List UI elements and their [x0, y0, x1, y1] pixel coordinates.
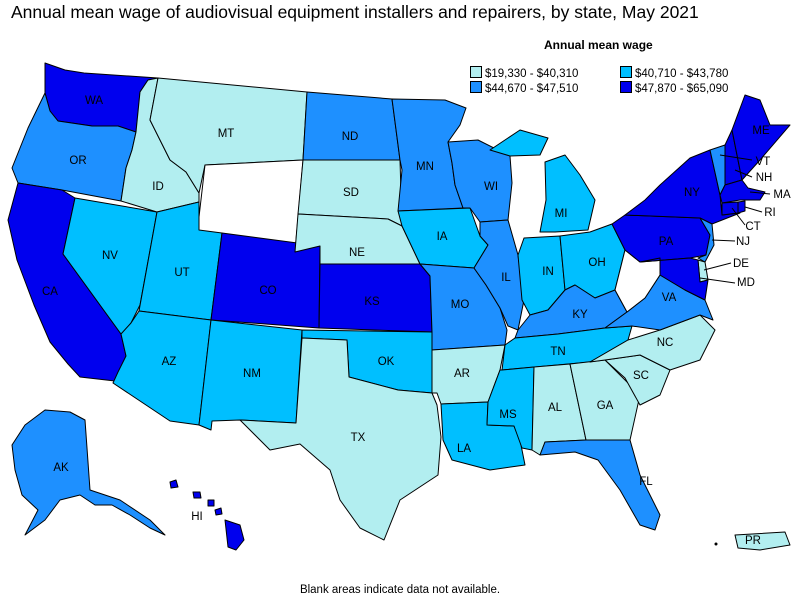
legend-label: $19,330 - $40,310	[485, 68, 579, 80]
label-ND: ND	[342, 131, 359, 143]
leader-NJ	[711, 239, 736, 242]
label-TN: TN	[550, 346, 565, 358]
state-TX[interactable]	[239, 337, 442, 541]
label-VT: VT	[756, 156, 771, 168]
legend-swatch	[470, 81, 482, 93]
label-IN: IN	[542, 266, 554, 278]
state-AK[interactable]	[11, 409, 166, 536]
state-MD[interactable]	[639, 257, 709, 301]
state-FL[interactable]	[539, 439, 661, 531]
state-MA[interactable]	[719, 179, 766, 204]
label-NH: NH	[756, 172, 773, 184]
legend-swatch	[620, 81, 632, 93]
legend-swatch	[470, 66, 482, 78]
state-ND[interactable]	[302, 91, 401, 161]
page-title: Annual mean wage of audiovisual equipmen…	[11, 2, 699, 22]
state-RI[interactable]	[737, 200, 746, 214]
label-KS: KS	[364, 296, 380, 308]
label-AZ: AZ	[162, 356, 177, 368]
state-IL[interactable]	[473, 219, 525, 331]
leader-MA	[749, 191, 771, 195]
legend-item-t1: $19,330 - $40,310	[470, 66, 578, 80]
label-LA: LA	[457, 443, 471, 455]
label-ME: ME	[752, 125, 770, 137]
state-MI[interactable]	[489, 129, 596, 233]
label-FL: FL	[639, 476, 653, 488]
label-MD: MD	[737, 277, 755, 289]
label-IL: IL	[501, 272, 511, 284]
legend-label: $47,870 - $65,090	[635, 83, 729, 95]
label-UT: UT	[174, 267, 189, 279]
label-NE: NE	[349, 247, 365, 259]
leader-DE	[703, 262, 732, 271]
state-PR[interactable]	[734, 531, 791, 551]
label-DE: DE	[733, 258, 749, 270]
label-OH: OH	[588, 257, 605, 269]
label-HI: HI	[191, 511, 203, 523]
label-NV: NV	[102, 250, 118, 262]
label-CT: CT	[745, 221, 760, 233]
legend-label: $44,670 - $47,510	[485, 83, 579, 95]
label-CO: CO	[259, 285, 276, 297]
label-MS: MS	[499, 409, 517, 421]
label-CA: CA	[42, 286, 58, 298]
label-MA: MA	[773, 189, 791, 201]
label-KY: KY	[572, 309, 588, 321]
leader-MD	[699, 277, 736, 284]
label-IA: IA	[437, 231, 448, 243]
label-NM: NM	[243, 368, 261, 380]
label-ID: ID	[152, 181, 164, 193]
label-OR: OR	[69, 155, 86, 167]
legend-item-t3: $44,670 - $47,510	[470, 81, 578, 95]
label-MT: MT	[218, 128, 235, 140]
state-HI[interactable]	[169, 479, 245, 551]
label-SD: SD	[343, 187, 359, 199]
legend-title: Annual mean wage	[544, 38, 653, 52]
label-SC: SC	[633, 370, 649, 382]
label-NY: NY	[684, 187, 700, 199]
label-TX: TX	[351, 432, 366, 444]
label-NC: NC	[657, 337, 674, 349]
label-MI: MI	[555, 208, 568, 220]
label-GA: GA	[597, 400, 614, 412]
label-PR: PR	[745, 535, 761, 547]
label-VA: VA	[662, 292, 677, 304]
legend-label: $40,710 - $43,780	[635, 68, 729, 80]
label-AK: AK	[53, 462, 69, 474]
label-WA: WA	[85, 95, 103, 107]
leader-RI	[744, 206, 763, 213]
state-NJ[interactable]	[697, 217, 715, 263]
legend-item-t4: $47,870 - $65,090	[620, 81, 728, 95]
leader-NH	[734, 169, 753, 178]
legend-swatch	[620, 66, 632, 78]
label-AR: AR	[454, 368, 470, 380]
leader-CT	[731, 207, 746, 226]
state-PR-islet	[714, 542, 718, 546]
label-AL: AL	[548, 402, 563, 414]
label-RI: RI	[764, 207, 776, 219]
label-WI: WI	[484, 181, 498, 193]
label-NJ: NJ	[736, 236, 750, 248]
label-OK: OK	[378, 356, 395, 368]
legend-item-t2: $40,710 - $43,780	[620, 66, 728, 80]
label-MN: MN	[416, 161, 434, 173]
label-PA: PA	[659, 236, 674, 248]
leader-VT	[719, 154, 753, 161]
label-MO: MO	[451, 299, 470, 311]
state-NC[interactable]	[589, 314, 716, 371]
footnote: Blank areas indicate data not available.	[299, 584, 501, 596]
